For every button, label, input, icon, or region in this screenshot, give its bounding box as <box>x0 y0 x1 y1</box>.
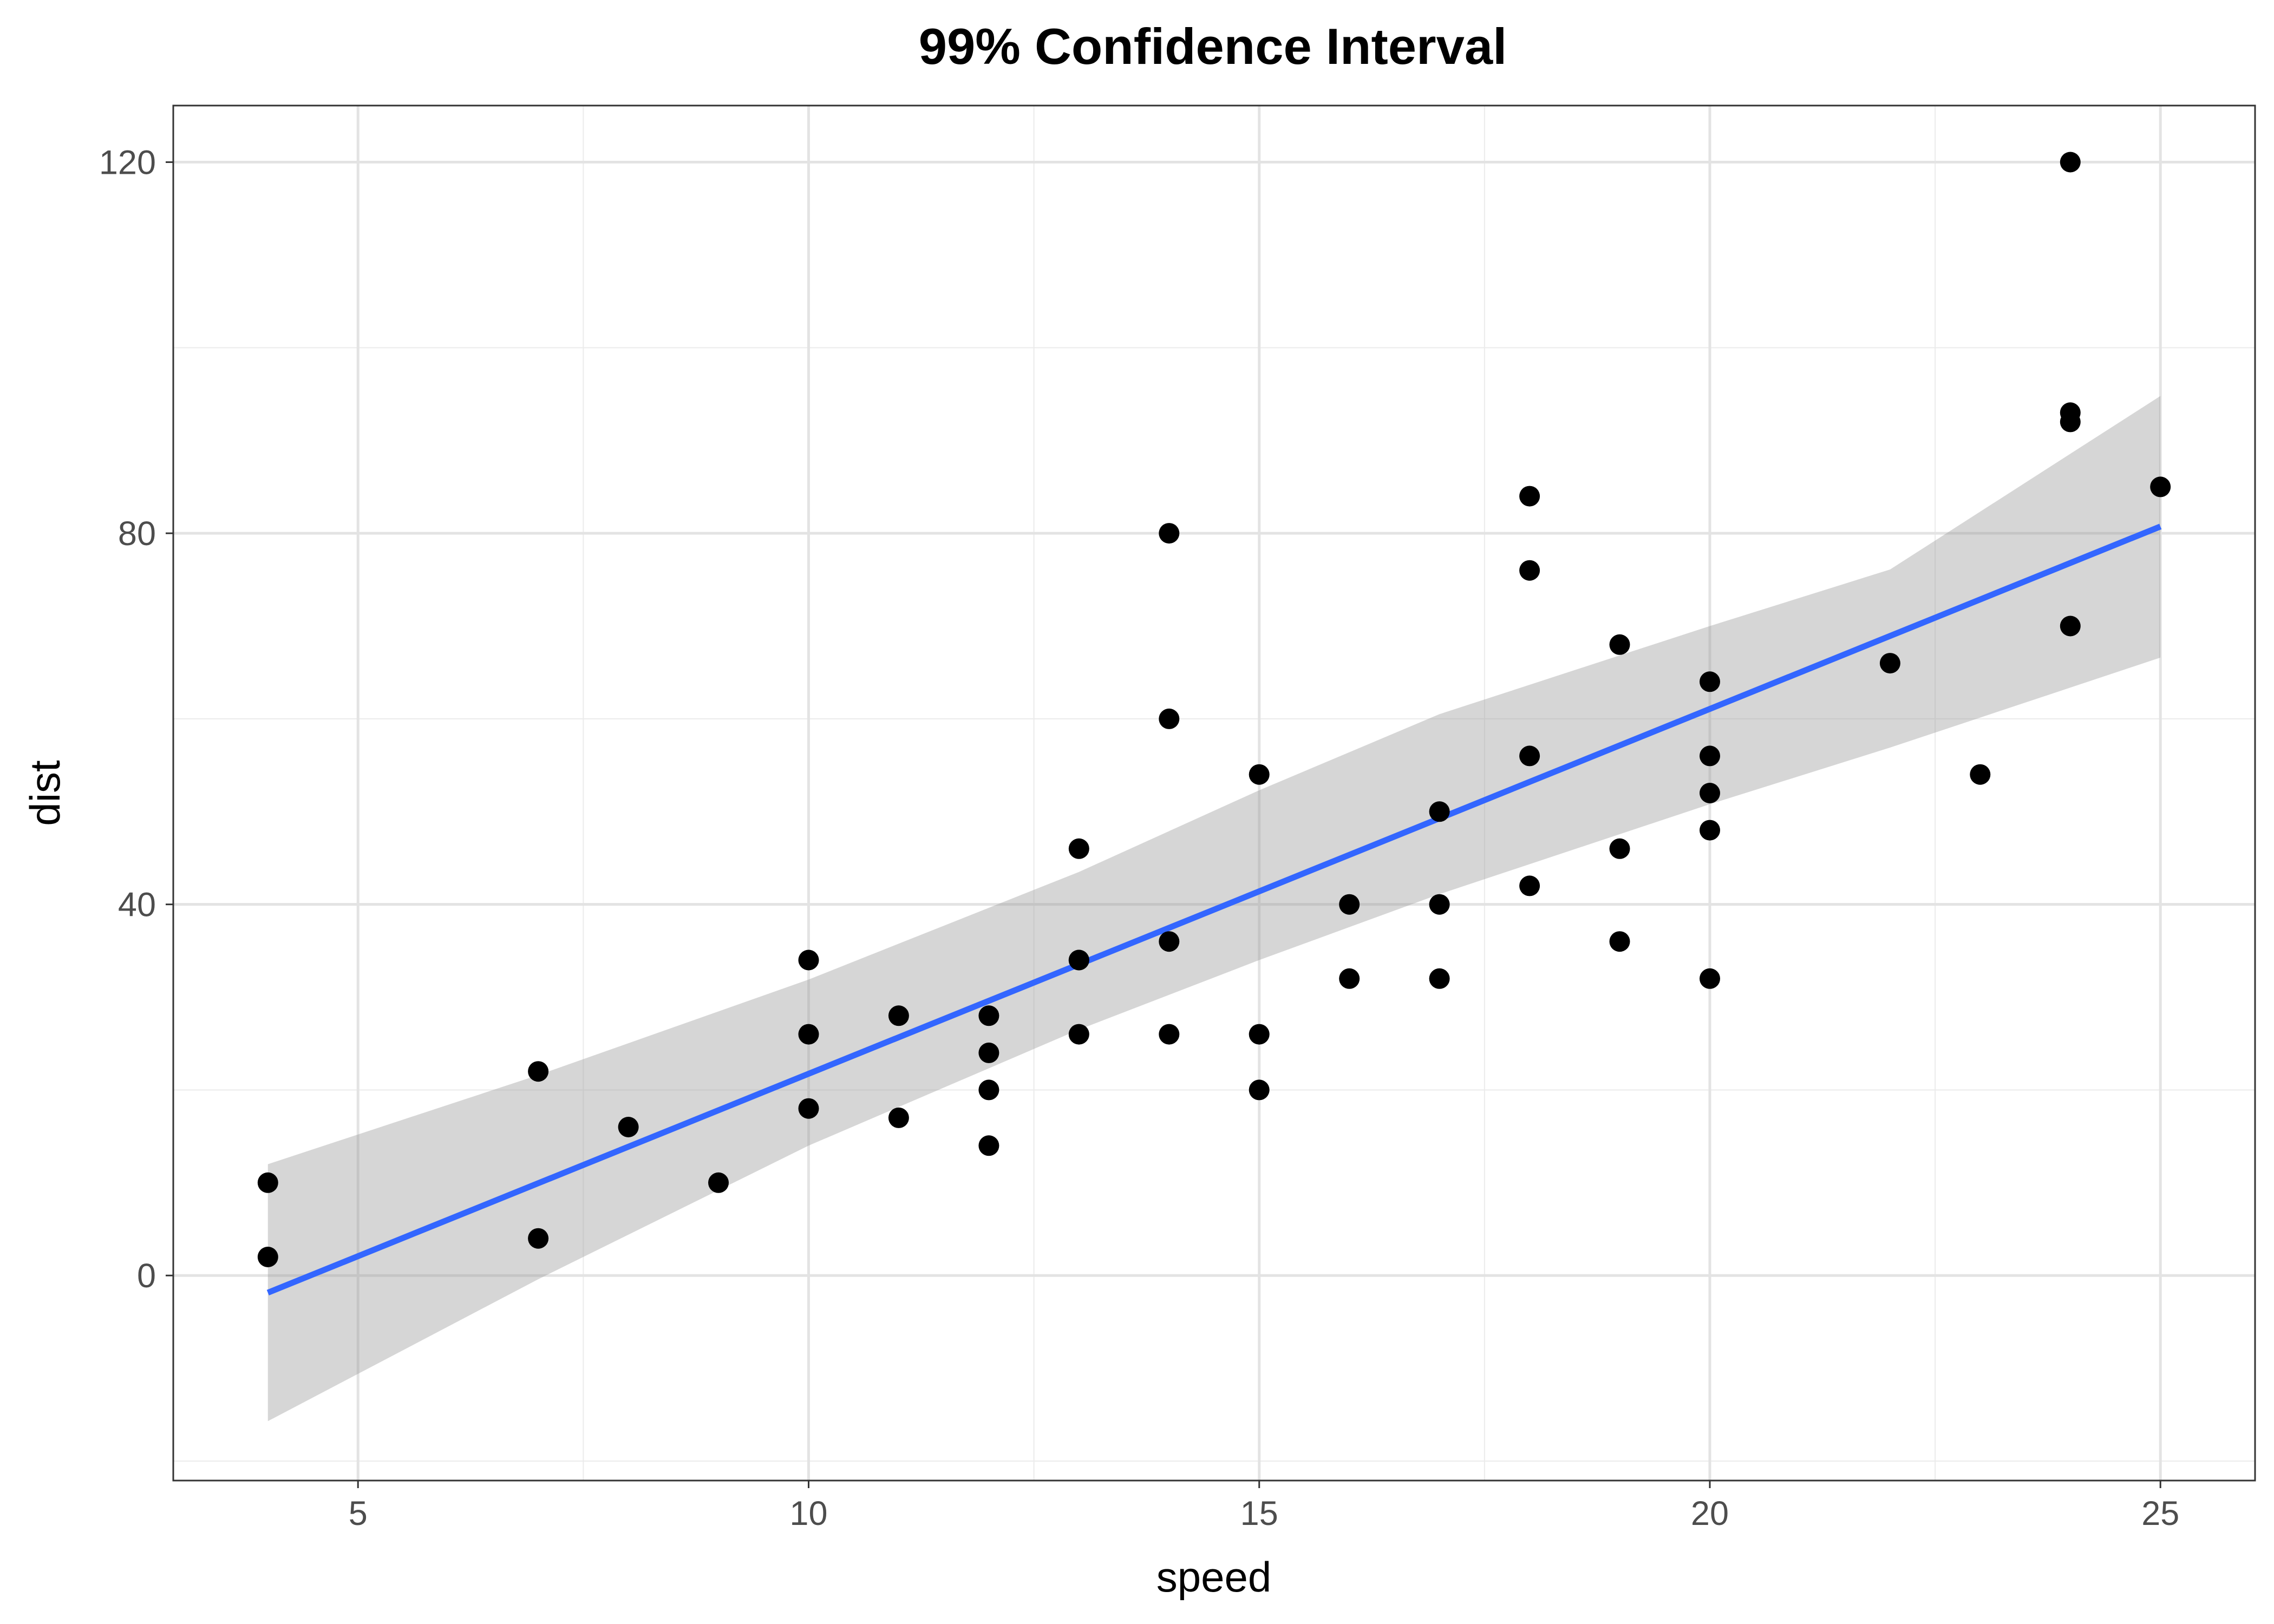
data-point <box>1159 931 1180 952</box>
data-point <box>2060 615 2081 637</box>
data-point <box>798 1024 819 1045</box>
data-point <box>1609 931 1630 952</box>
data-point <box>1429 968 1450 989</box>
panel-background <box>173 106 2255 1481</box>
y-tick-label: 120 <box>99 144 156 182</box>
x-tick-label: 15 <box>1240 1495 1278 1533</box>
y-tick-label: 0 <box>137 1257 156 1295</box>
data-point <box>1339 894 1360 915</box>
data-point <box>1700 968 1720 989</box>
data-point <box>888 1107 909 1128</box>
data-point <box>1519 486 1540 507</box>
data-point <box>1700 783 1720 803</box>
data-point <box>1519 745 1540 767</box>
data-point <box>528 1061 549 1082</box>
data-point <box>978 1079 999 1101</box>
data-point <box>1970 764 1991 785</box>
chart-title: 99% Confidence Interval <box>919 18 1507 75</box>
data-point <box>1249 1079 1270 1101</box>
data-point <box>1068 1024 1089 1045</box>
data-point <box>798 949 819 971</box>
x-tick-label: 20 <box>1691 1495 1729 1533</box>
data-point <box>2060 152 2081 173</box>
y-axis: 0 40 80 120 <box>99 144 173 1295</box>
minor-grid <box>173 106 2255 1481</box>
scatter-points <box>257 152 2171 1267</box>
x-axis-title: speed <box>1156 1553 1272 1601</box>
x-axis: 5 10 15 20 25 <box>349 1481 2179 1533</box>
data-point <box>1519 560 1540 581</box>
data-point <box>1700 820 1720 841</box>
data-point <box>978 1042 999 1063</box>
data-point <box>1159 523 1180 544</box>
data-point <box>618 1117 639 1137</box>
data-point <box>1700 671 1720 692</box>
data-point <box>257 1247 278 1267</box>
plot-area <box>172 104 2256 1482</box>
data-point <box>1879 653 1900 674</box>
x-tick-label: 10 <box>789 1495 827 1533</box>
data-point <box>1159 708 1180 729</box>
data-point <box>1249 1024 1270 1045</box>
data-point <box>1609 838 1630 859</box>
data-point <box>1068 838 1089 859</box>
data-point <box>708 1172 729 1193</box>
data-point <box>1429 801 1450 822</box>
data-point <box>528 1228 549 1249</box>
data-point <box>1609 634 1630 655</box>
data-point <box>1700 745 1720 767</box>
panel-border <box>172 104 2256 1482</box>
data-point <box>1339 968 1360 989</box>
data-point <box>978 1135 999 1156</box>
y-tick-label: 80 <box>118 515 156 553</box>
regression-line <box>266 523 2162 1296</box>
y-axis-title: dist <box>21 760 69 826</box>
data-point <box>1519 875 1540 896</box>
x-tick-label: 25 <box>2141 1495 2179 1533</box>
data-point <box>1159 1024 1180 1045</box>
data-point <box>798 1098 819 1119</box>
data-point <box>2150 476 2171 497</box>
data-point <box>257 1172 278 1193</box>
data-point <box>1429 894 1450 915</box>
data-point <box>888 1005 909 1026</box>
data-point <box>1249 764 1270 785</box>
x-tick-label: 5 <box>349 1495 368 1533</box>
data-point <box>2060 402 2081 423</box>
data-point <box>978 1005 999 1026</box>
regression-line-layer <box>266 523 2162 1296</box>
y-tick-label: 40 <box>118 886 156 924</box>
data-point <box>1068 949 1089 971</box>
